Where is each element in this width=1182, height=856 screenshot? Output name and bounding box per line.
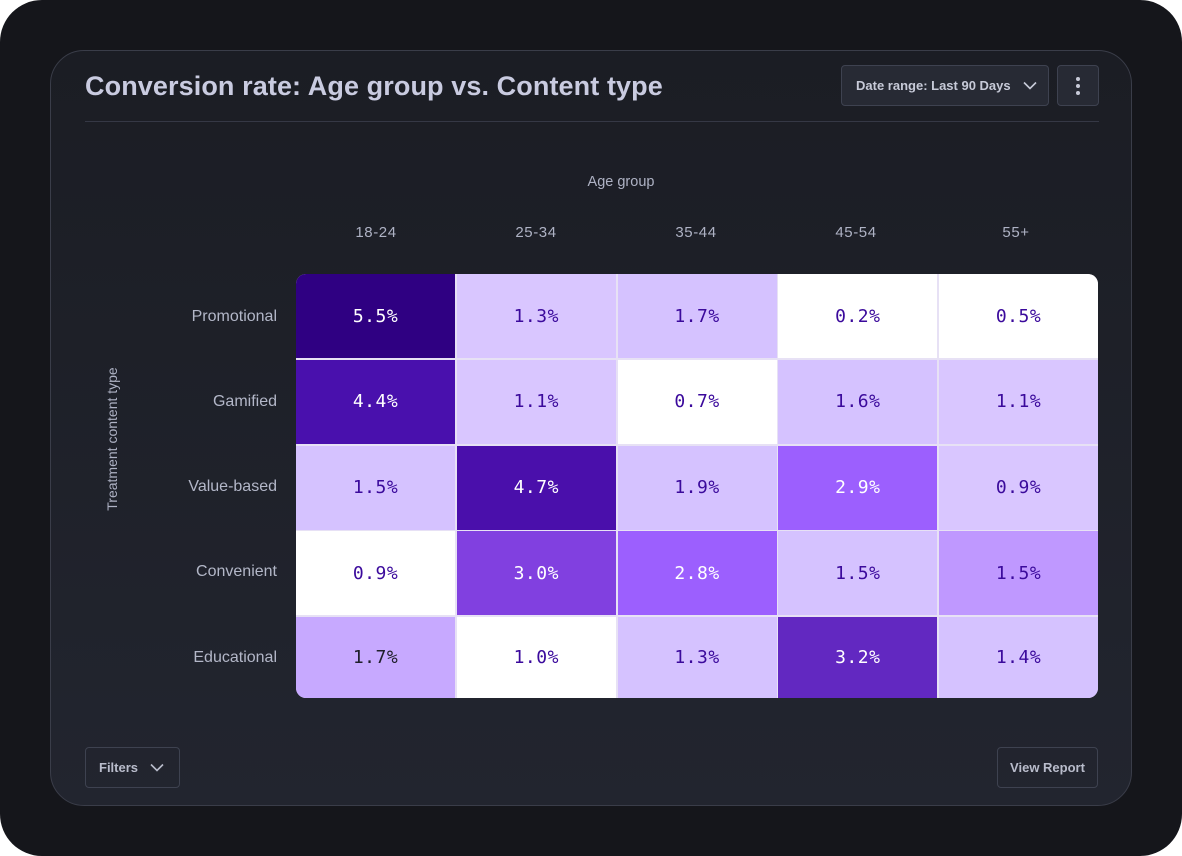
cell-value-label: 1.1% bbox=[513, 391, 559, 413]
heatmap-cell: 1.5% bbox=[778, 531, 938, 616]
view-report-label: View Report bbox=[1010, 760, 1085, 775]
cell-value-label: 1.1% bbox=[995, 391, 1042, 413]
heatmap-cell: 1.3% bbox=[456, 274, 616, 358]
cell-value-label: 1.7% bbox=[352, 647, 399, 668]
heatmap-cell: 2.9% bbox=[778, 445, 938, 530]
cell-value-label: 4.4% bbox=[352, 391, 399, 413]
x-tick-label: 55+ bbox=[1002, 224, 1030, 241]
heatmap-cell: 1.1% bbox=[939, 359, 1098, 444]
x-tick-label: 35-44 bbox=[675, 224, 717, 241]
heatmap-cell: 0.5% bbox=[939, 274, 1098, 358]
cell-value-label: 2.9% bbox=[835, 477, 881, 498]
y-tick-label: Value-based bbox=[188, 478, 277, 495]
heatmap-cell: 1.5% bbox=[939, 531, 1098, 616]
x-tick-label: 18-24 bbox=[355, 224, 397, 241]
y-tick-label: Promotional bbox=[191, 308, 277, 325]
cell-value-label: 4.7% bbox=[513, 477, 559, 498]
cell-value-label: 1.0% bbox=[513, 647, 559, 668]
cell-value-label: 1.5% bbox=[352, 477, 399, 498]
heatmap-cell: 1.1% bbox=[456, 359, 616, 444]
cell-value-label: 1.7% bbox=[674, 305, 720, 327]
heatmap-cell: 2.8% bbox=[617, 531, 777, 616]
x-axis-title: Age group bbox=[587, 174, 655, 190]
date-range-label: Date range: Last 90 Days bbox=[856, 78, 1011, 93]
y-tick-label: Convenient bbox=[196, 563, 277, 580]
heatmap-cell: 0.7% bbox=[617, 359, 777, 444]
more-options-button[interactable] bbox=[1057, 65, 1099, 106]
cell-value-label: 3.0% bbox=[513, 562, 559, 584]
cell-value-label: 0.7% bbox=[674, 391, 720, 413]
more-vertical-icon bbox=[1076, 76, 1080, 95]
heatmap-cell: 0.2% bbox=[778, 274, 938, 358]
cell-value-label: 0.9% bbox=[995, 477, 1042, 498]
heatmap-cell: 0.9% bbox=[296, 531, 455, 616]
heatmap-cell: 1.7% bbox=[296, 617, 455, 698]
heatmap-cell: 1.7% bbox=[617, 274, 777, 358]
cell-value-label: 2.8% bbox=[674, 562, 720, 584]
date-range-dropdown[interactable]: Date range: Last 90 Days bbox=[841, 65, 1049, 106]
x-tick-label: 25-34 bbox=[515, 224, 557, 241]
heatmap-cell: 1.0% bbox=[456, 617, 616, 698]
y-axis-title: Treatment content type bbox=[104, 367, 120, 511]
cell-value-label: 1.5% bbox=[995, 562, 1042, 584]
view-report-button[interactable]: View Report bbox=[997, 747, 1098, 788]
cell-value-label: 1.5% bbox=[835, 562, 881, 584]
chevron-down-icon bbox=[150, 763, 164, 772]
heatmap-cell: 1.4% bbox=[939, 617, 1098, 698]
page-title: Conversion rate: Age group vs. Content t… bbox=[85, 71, 663, 101]
filters-button[interactable]: Filters bbox=[85, 747, 180, 788]
cell-value-label: 3.2% bbox=[835, 647, 881, 668]
cell-value-label: 1.6% bbox=[835, 391, 881, 413]
heatmap-cell: 1.5% bbox=[296, 445, 455, 530]
cell-value-label: 5.5% bbox=[352, 305, 399, 327]
cell-value-label: 0.9% bbox=[352, 562, 399, 584]
heatmap-cell: 0.9% bbox=[939, 445, 1098, 530]
heatmap-cell: 3.0% bbox=[456, 531, 616, 616]
heatmap-cell: 4.4% bbox=[296, 359, 455, 444]
heatmap-grid: 5.5% 1.3% 1.7% 0.2% 0.5% 4.4% 1.1% 0.7% 1.6% 1.1%… bbox=[296, 274, 1098, 698]
x-tick-label: 45-54 bbox=[835, 224, 877, 241]
cell-value-label: 1.9% bbox=[674, 477, 720, 498]
heatmap-cell: 4.7% bbox=[456, 445, 616, 530]
y-tick-label: Educational bbox=[193, 649, 277, 666]
chevron-down-icon bbox=[1023, 81, 1037, 90]
heatmap-cell: 1.3% bbox=[617, 617, 777, 698]
heatmap-cell: 1.9% bbox=[617, 445, 777, 530]
heatmap-cell: 5.5% bbox=[296, 274, 455, 358]
cell-value-label: 1.3% bbox=[674, 647, 720, 668]
y-tick-label: Gamified bbox=[212, 393, 277, 410]
cell-value-label: 0.5% bbox=[995, 305, 1042, 327]
heatmap-cell: 1.6% bbox=[778, 359, 938, 444]
cell-value-label: 0.2% bbox=[835, 305, 881, 327]
chart-card: Conversion rate: Age group vs. Content t… bbox=[50, 50, 1132, 806]
cell-value-label: 1.4% bbox=[995, 647, 1042, 668]
cell-value-label: 1.3% bbox=[513, 305, 559, 327]
header-divider bbox=[85, 121, 1099, 122]
filters-label: Filters bbox=[99, 760, 139, 775]
heatmap-cell: 3.2% bbox=[778, 617, 938, 698]
